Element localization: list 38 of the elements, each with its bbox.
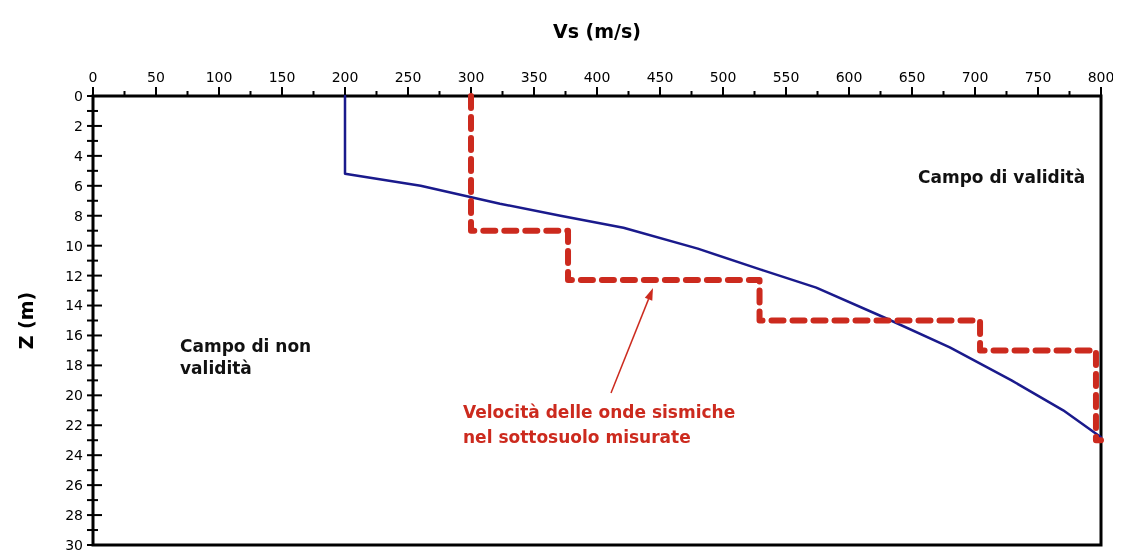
y-tick-label: 2 <box>74 117 83 134</box>
y-axis-title: Z (m) <box>15 291 37 350</box>
y-tick-label: 12 <box>65 267 83 284</box>
y-tick-label: 28 <box>65 506 83 523</box>
x-tick-label: 650 <box>898 69 926 85</box>
x-tick-label: 500 <box>709 69 737 85</box>
y-tick-label: 0 <box>74 87 83 104</box>
annotation: Campo di non validità <box>180 336 312 378</box>
x-tick-label: 600 <box>835 69 863 85</box>
x-tick-label: 550 <box>772 69 800 85</box>
x-tick-label: 0 <box>88 69 98 85</box>
y-tick-label: 22 <box>65 417 83 434</box>
x-tick-label: 400 <box>583 69 611 85</box>
x-tick-label: 800 <box>1087 69 1115 85</box>
y-tick-label: 4 <box>74 147 84 164</box>
y-tick-label: 6 <box>74 177 84 194</box>
x-tick-label: 100 <box>205 69 233 85</box>
y-tick-label: 14 <box>65 297 84 314</box>
y-tick-label: 20 <box>65 387 83 404</box>
x-tick-label: 450 <box>646 69 674 85</box>
y-tick-label: 10 <box>65 237 83 254</box>
y-tick-label: 26 <box>65 477 84 494</box>
annotation: Campo di validità <box>918 167 1086 187</box>
x-axis-title: Vs (m/s) <box>552 20 642 42</box>
y-tick-label: 24 <box>65 447 84 464</box>
x-tick-label: 700 <box>961 69 989 85</box>
annotation: Velocità delle onde sismiche nel sottosuolo misurate <box>463 402 736 447</box>
y-tick-label: 18 <box>65 357 83 374</box>
y-tick-label: 16 <box>65 327 84 344</box>
y-tick-label: 30 <box>65 536 83 553</box>
x-tick-label: 250 <box>394 69 422 85</box>
x-tick-label: 150 <box>268 69 296 85</box>
y-tick-label: 8 <box>74 207 83 224</box>
x-tick-label: 350 <box>520 69 548 85</box>
x-tick-label: 300 <box>457 69 485 85</box>
x-tick-label: 750 <box>1024 69 1052 85</box>
x-tick-label: 200 <box>331 69 359 85</box>
x-tick-label: 50 <box>147 69 165 85</box>
